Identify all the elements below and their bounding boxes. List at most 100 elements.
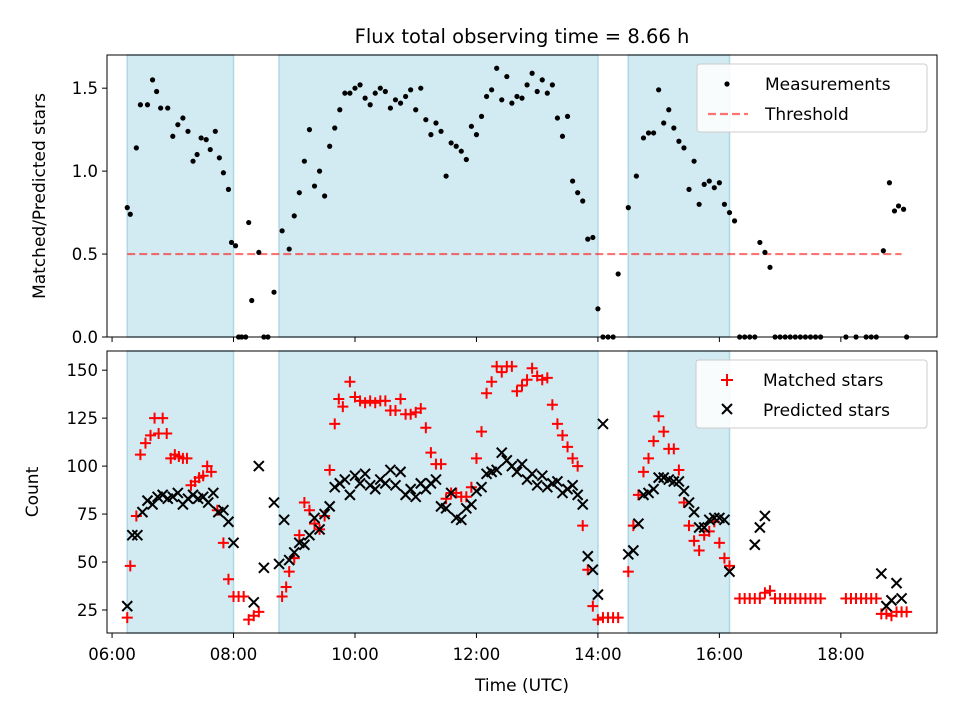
matched-marker-80 [526, 362, 538, 374]
predicted-marker-2 [131, 529, 144, 541]
predicted-marker-101 [673, 475, 685, 488]
counts-axes-frame [106, 350, 938, 634]
matched-marker-54 [395, 393, 407, 405]
matched-marker-82 [536, 374, 548, 386]
predicted-marker-45 [369, 483, 381, 495]
matched-marker-125 [764, 585, 776, 597]
matched-marker-48 [364, 395, 376, 407]
predicted-marker-76 [526, 468, 538, 480]
measurement-point-127 [767, 264, 773, 270]
measurement-point-118 [721, 201, 728, 207]
matched-marker-26 [238, 591, 250, 603]
counts-ytick-label-4: 125 [67, 409, 99, 428]
ratio-observing-bands [126, 54, 731, 338]
predicted-marker-25 [268, 496, 280, 509]
predicted-marker-39 [339, 473, 351, 486]
predicted-marker-3 [136, 506, 149, 518]
counts-y-axis-label: Count [23, 466, 43, 517]
counts-ytick-label-5: 150 [67, 361, 99, 380]
measurement-point-47 [352, 85, 358, 91]
matched-marker-49 [369, 397, 381, 409]
measurement-point-27 [246, 219, 252, 226]
measurement-point-45 [342, 90, 348, 96]
measurement-point-4 [144, 102, 151, 108]
predicted-markers [121, 418, 908, 612]
measurement-point-85 [544, 90, 550, 96]
counts-ytick-label-0: 25 [77, 601, 98, 620]
measurement-point-91 [575, 190, 581, 196]
measurements-legend-label: Measurements [765, 75, 891, 95]
measurement-point-42 [327, 143, 333, 149]
ratio-ytick-label-2: 1.0 [72, 162, 98, 181]
measurement-point-93 [585, 236, 591, 242]
measurement-point-115 [706, 178, 712, 184]
ratio-y-axis-label: Matched/Predicted stars [30, 93, 50, 299]
measurement-point-106 [661, 120, 667, 126]
measurement-point-61 [423, 117, 429, 123]
measurement-point-22 [228, 239, 235, 246]
predicted-marker-53 [410, 491, 422, 503]
predicted-marker-92 [627, 544, 640, 557]
measurement-point-64 [438, 128, 444, 134]
measurement-point-95 [595, 306, 601, 312]
predicted-legend-label: Predicted stars [763, 401, 890, 421]
predicted-marker-87 [582, 550, 594, 562]
matched-marker-78 [516, 380, 528, 392]
counts-ytick-label-3: 100 [67, 457, 99, 476]
predicted-marker-21 [227, 537, 240, 549]
measurement-point-48 [357, 82, 363, 88]
matched-marker-77 [511, 385, 523, 397]
measurement-point-63 [433, 120, 439, 126]
matched-marker-88 [567, 452, 579, 464]
matched-marker-107 [668, 443, 680, 455]
measurement-point-108 [671, 125, 677, 131]
measurement-point-14 [194, 151, 200, 158]
measurement-point-62 [428, 132, 434, 138]
predicted-marker-57 [430, 473, 442, 486]
matched-marker-60 [425, 447, 437, 459]
measurement-point-105 [656, 87, 662, 93]
measurement-point-103 [645, 130, 652, 136]
measurement-point-28 [249, 297, 255, 304]
predicted-marker-5 [146, 498, 159, 511]
matched-marker-148 [901, 606, 913, 618]
measurement-point-79 [514, 93, 520, 100]
matched-legend-label: Matched stars [763, 371, 883, 391]
measurement-point-86 [549, 82, 555, 88]
measurement-point-60 [418, 85, 424, 91]
predicted-marker-48 [384, 464, 397, 476]
measurement-point-46 [347, 90, 353, 96]
matched-marker-31 [280, 581, 292, 593]
matched-marker-43 [337, 401, 349, 413]
measurement-point-49 [362, 95, 368, 101]
matched-marker-111 [688, 535, 700, 547]
ratio-legend-box [696, 63, 928, 133]
measurement-point-119 [726, 209, 733, 216]
ratio-ytick-label-0: 0.0 [72, 328, 98, 347]
matched-marker-69 [470, 452, 482, 464]
measurement-point-18 [212, 128, 218, 134]
predicted-marker-31 [298, 539, 311, 551]
predicted-marker-62 [455, 514, 467, 526]
measurement-point-33 [279, 228, 285, 234]
matched-marker-20 [205, 466, 217, 478]
matched-marker-83 [541, 372, 553, 384]
matched-marker-32 [283, 566, 295, 578]
matched-marker-105 [658, 426, 670, 438]
predicted-marker-50 [394, 466, 407, 478]
counts-xtick-label-5: 16:00 [696, 645, 744, 664]
measurement-point-110 [681, 145, 687, 151]
matched-marker-19 [201, 460, 213, 472]
matched-marker-73 [491, 360, 503, 372]
predicted-marker-28 [283, 554, 295, 566]
matched-marker-56 [405, 408, 417, 420]
measurement-point-1 [127, 211, 133, 217]
predicted-marker-59 [440, 502, 452, 515]
predicted-marker-64 [465, 498, 478, 511]
predicted-marker-66 [475, 481, 488, 493]
predicted-marker-84 [566, 479, 579, 491]
matched-marker-76 [506, 360, 518, 372]
measurement-point-81 [524, 82, 530, 88]
measurement-point-80 [519, 95, 525, 101]
predicted-marker-70 [496, 446, 508, 459]
